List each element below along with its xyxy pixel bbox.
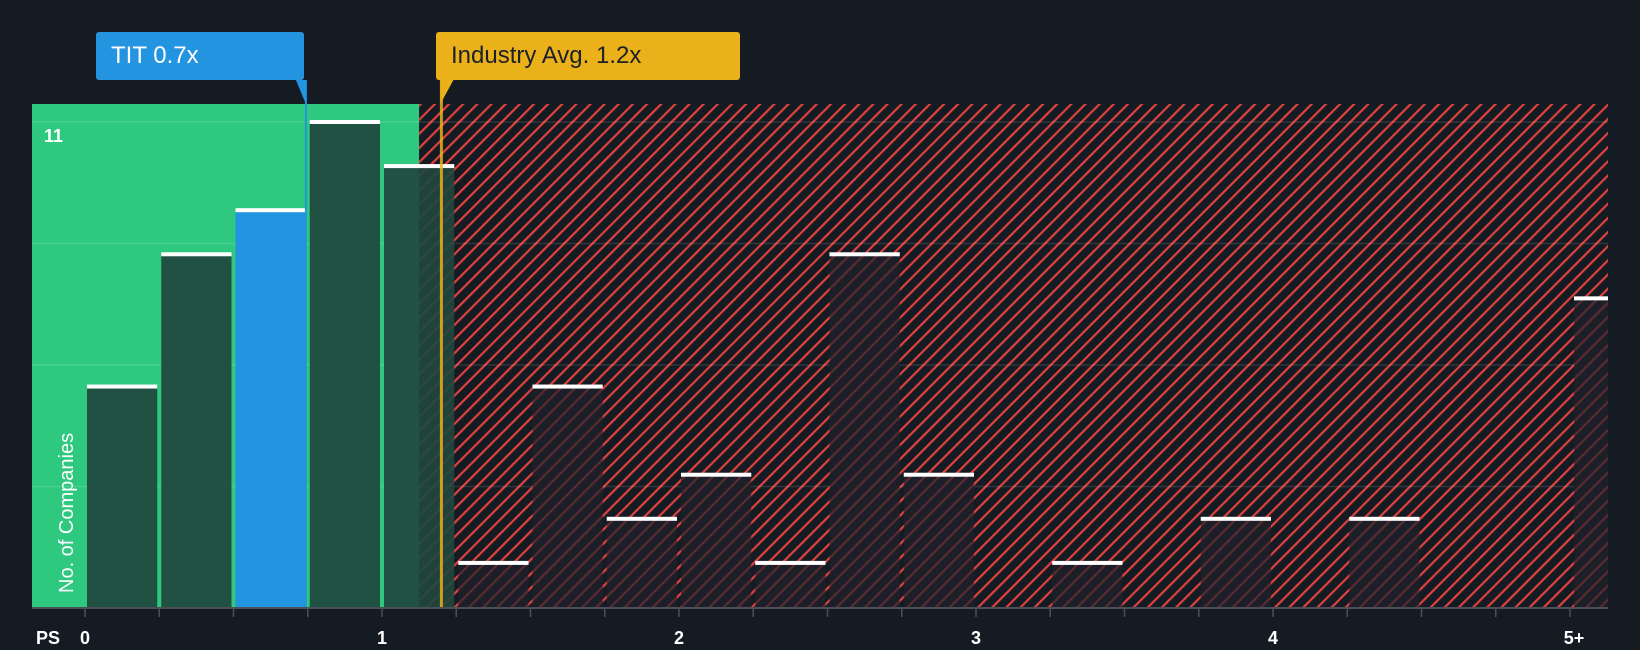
bar-body [235, 210, 306, 607]
histogram-bar [903, 472, 974, 607]
company-callout-pointer [295, 80, 306, 104]
bar-body [1200, 518, 1271, 607]
histogram-bar [458, 560, 529, 607]
histogram-bar [384, 164, 455, 607]
bar-cap [1200, 516, 1271, 521]
bar-body [458, 562, 529, 607]
y-axis-title: No. of Companies [56, 432, 78, 593]
histogram-bar [681, 472, 752, 607]
company-ps-label: TIT 0.7x [111, 42, 199, 69]
bar-cap [903, 472, 974, 477]
histogram-bar [606, 516, 677, 607]
bar-cap [309, 120, 380, 124]
bar-cap [1574, 296, 1608, 301]
histogram-bar [87, 384, 158, 607]
bar-body [384, 166, 455, 607]
bar-body [309, 122, 380, 607]
x-tick-label: 2 [673, 628, 685, 648]
bar-body [829, 254, 900, 608]
histogram-bar [161, 252, 232, 608]
histogram-bar [829, 252, 900, 608]
bar-cap [1349, 516, 1420, 521]
histogram-bar [235, 208, 306, 607]
bar-cap [87, 384, 158, 389]
bar-body [606, 518, 677, 607]
bar-cap [235, 208, 306, 213]
bar-cap [458, 560, 529, 565]
industry-callout-pointer [440, 80, 454, 104]
bar-body [87, 386, 158, 607]
bar-cap [532, 384, 603, 389]
x-tick-label: 4 [1267, 628, 1279, 648]
histogram-bar [1349, 516, 1420, 607]
x-tick-label: 1 [376, 628, 388, 648]
bar-body [532, 386, 603, 607]
histogram-bar [1574, 296, 1608, 607]
industry-average-label: Industry Avg. 1.2x [451, 42, 642, 69]
histogram-bar [1200, 516, 1271, 607]
x-tick-label: 0 [79, 628, 91, 648]
bar-body [755, 562, 826, 607]
bar-body [681, 474, 752, 607]
bar-cap [681, 472, 752, 477]
x-axis-prefix: PS [36, 628, 61, 648]
histogram-bar [1052, 560, 1123, 607]
histogram-bar [309, 120, 380, 607]
bar-body [903, 474, 974, 607]
industry-average-callout: Industry Avg. 1.2x [436, 32, 740, 80]
x-tick-label: 3 [970, 628, 982, 648]
bar-cap [161, 252, 232, 257]
y-axis-max-label: 11 [44, 126, 64, 146]
bar-body [161, 254, 232, 608]
bar-cap [755, 560, 826, 565]
x-tick-label: 5+ [1563, 628, 1585, 648]
bar-cap [384, 164, 455, 169]
bar-body [1349, 518, 1420, 607]
histogram-bar [532, 384, 603, 607]
bar-cap [1052, 560, 1123, 565]
company-ps-callout: TIT 0.7x [96, 32, 304, 80]
histogram-bar [755, 560, 826, 607]
bar-cap [606, 516, 677, 521]
bar-body [1052, 562, 1123, 607]
bar-cap [829, 252, 900, 257]
bar-body [1574, 298, 1608, 607]
